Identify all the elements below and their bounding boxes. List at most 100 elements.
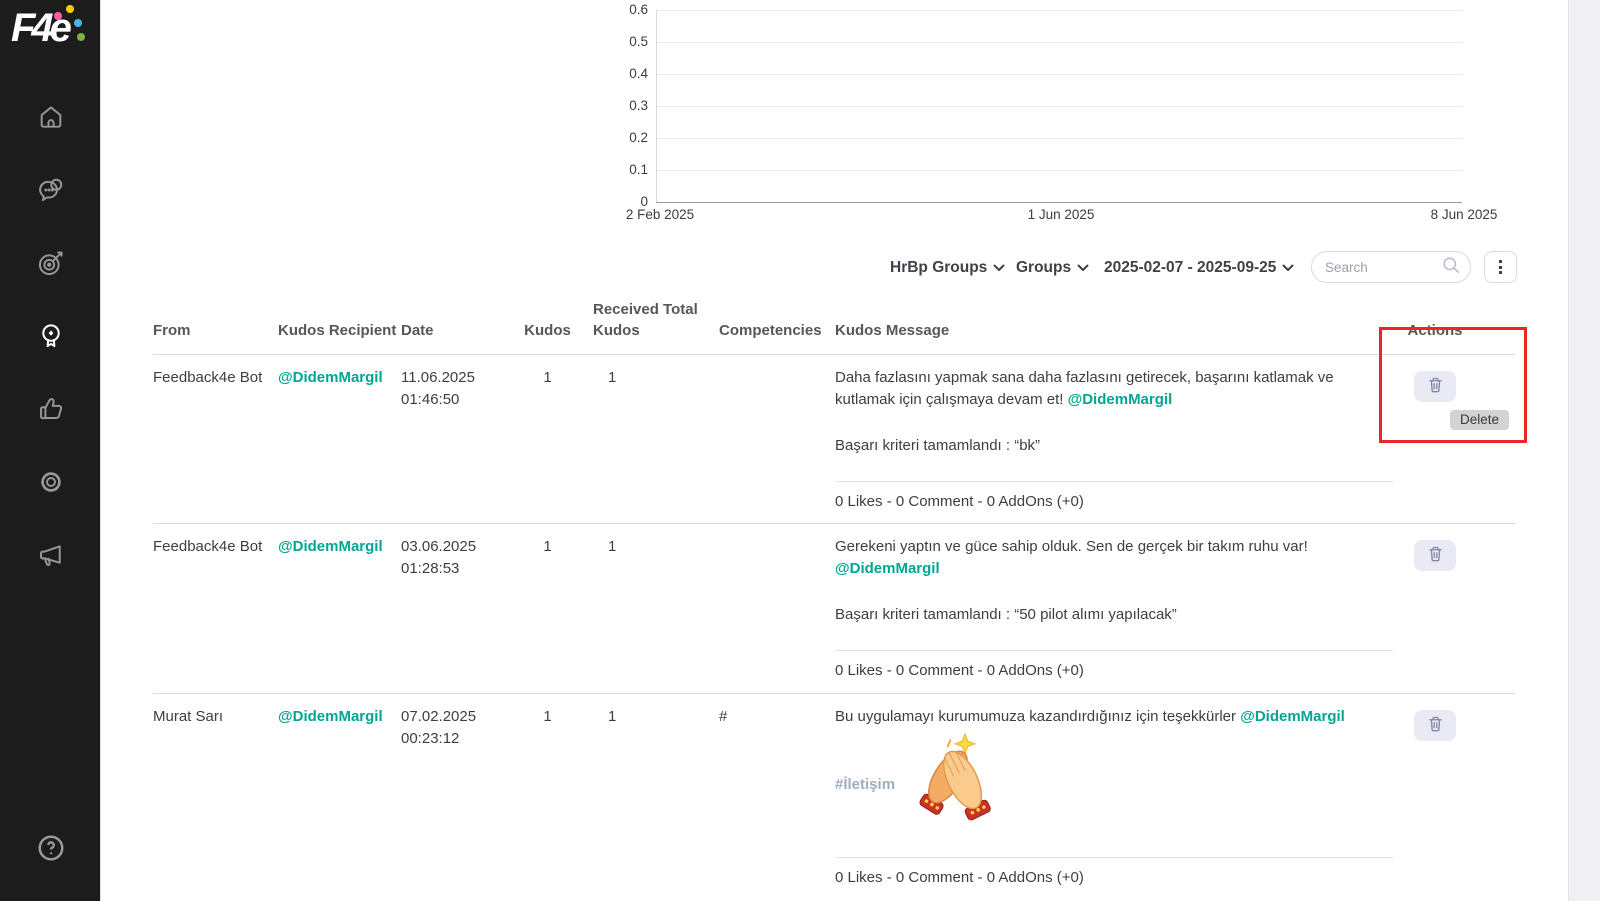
y-tick-label: 0.4 bbox=[629, 66, 648, 81]
y-tick-label: 0.1 bbox=[629, 162, 648, 177]
likes-comments-addons: 0 Likes - 0 Comment - 0 AddOns (+0) bbox=[835, 857, 1393, 889]
sidebar: F4e bbox=[0, 0, 101, 901]
cell-from: Feedback4e Bot bbox=[153, 369, 263, 386]
table-options-menu-button[interactable] bbox=[1484, 251, 1517, 283]
target-icon bbox=[37, 249, 65, 282]
megaphone-icon bbox=[37, 541, 65, 574]
table-header-row: From Kudos Recipient Date Kudos Received… bbox=[153, 299, 1515, 355]
table-row: Feedback4e Bot @DidemMargil 03.06.2025 0… bbox=[153, 524, 1515, 694]
x-tick-label: 1 Jun 2025 bbox=[1027, 207, 1095, 222]
sidebar-item-kudos[interactable] bbox=[35, 323, 67, 353]
kebab-dot bbox=[1499, 265, 1502, 269]
mention-link[interactable]: @DidemMargil bbox=[1240, 708, 1345, 725]
time-value: 00:23:12 bbox=[401, 730, 460, 747]
hrbp-groups-dropdown[interactable]: HrBp Groups bbox=[890, 259, 1005, 277]
gridline bbox=[656, 10, 1462, 11]
date-range-dropdown[interactable]: 2025-02-07 - 2025-09-25 bbox=[1104, 259, 1294, 277]
chevron-down-icon bbox=[1077, 259, 1089, 277]
sidebar-nav bbox=[0, 104, 101, 572]
right-panel-gutter bbox=[1568, 0, 1600, 901]
sidebar-item-goals[interactable] bbox=[35, 250, 67, 280]
table-row: Feedback4e Bot @DidemMargil 11.06.2025 0… bbox=[153, 355, 1515, 524]
cell-actions bbox=[1355, 536, 1515, 693]
cell-kudos-message: Daha fazlasını yapmak sana daha fazlasın… bbox=[832, 367, 1393, 523]
gridline bbox=[656, 74, 1462, 75]
brand-logo: F4e bbox=[0, 0, 101, 70]
success-criteria-text: Başarı kriteri tamamlandı : “50 pilot al… bbox=[835, 606, 1177, 623]
header-received-line1: Received Total bbox=[593, 301, 698, 318]
cell-received-total: 1 bbox=[608, 369, 617, 386]
cell-from: Murat Sarı bbox=[153, 708, 224, 725]
kudos-table: From Kudos Recipient Date Kudos Received… bbox=[153, 299, 1515, 901]
cell-kudos: 1 bbox=[543, 538, 552, 555]
chevron-down-icon bbox=[993, 259, 1005, 277]
logo-dot-blue bbox=[74, 19, 82, 27]
header-actions: Actions bbox=[1407, 322, 1463, 339]
mention-link[interactable]: @DidemMargil bbox=[835, 560, 940, 577]
header-kudos: Kudos bbox=[524, 322, 571, 339]
kudos-message-text: Bu uygulamayı kurumumuza kazandırdığınız… bbox=[835, 706, 1355, 728]
sidebar-item-chat[interactable] bbox=[35, 177, 67, 207]
trash-icon bbox=[1427, 545, 1444, 566]
search-icon bbox=[1442, 256, 1460, 279]
x-axis-line bbox=[656, 202, 1462, 203]
cell-competencies bbox=[716, 367, 832, 523]
header-kudos-recipient: Kudos Recipient bbox=[278, 322, 397, 339]
trash-icon bbox=[1427, 376, 1444, 397]
search-input[interactable] bbox=[1325, 259, 1442, 275]
delete-button[interactable] bbox=[1414, 710, 1456, 741]
logo-dot-pink bbox=[54, 12, 62, 20]
groups-dropdown[interactable]: Groups bbox=[1016, 259, 1089, 277]
y-tick-label: 0 bbox=[640, 194, 648, 209]
y-tick-label: 0.5 bbox=[629, 34, 648, 49]
sidebar-item-home[interactable] bbox=[35, 104, 67, 134]
award-badge-icon bbox=[37, 322, 65, 355]
sidebar-item-announcements[interactable] bbox=[35, 542, 67, 572]
actions-highlight-rectangle bbox=[1379, 327, 1527, 443]
success-criteria-text: Başarı kriteri tamamlandı : “bk” bbox=[835, 437, 1041, 454]
mention-link[interactable]: @DidemMargil bbox=[1067, 391, 1173, 408]
cell-competencies: # bbox=[719, 708, 728, 725]
cell-date: 07.02.2025 00:23:12 bbox=[401, 706, 505, 901]
cell-kudos: 1 bbox=[543, 369, 552, 386]
chevron-down-icon bbox=[1282, 259, 1294, 277]
cell-date: 03.06.2025 01:28:53 bbox=[401, 536, 505, 693]
cell-received-total: 1 bbox=[608, 708, 617, 725]
tag-emoji-row: #İletişim bbox=[835, 732, 1355, 835]
y-tick-label: 0.3 bbox=[629, 98, 648, 113]
chat-bubbles-icon bbox=[37, 176, 65, 209]
search-box[interactable] bbox=[1311, 251, 1471, 283]
sidebar-item-help[interactable] bbox=[0, 833, 101, 868]
cell-competencies bbox=[716, 536, 832, 693]
gridline bbox=[656, 106, 1462, 107]
cell-kudos-message: Bu uygulamayı kurumumuza kazandırdığınız… bbox=[832, 706, 1393, 901]
table-row: Murat Sarı @DidemMargil 07.02.2025 00:23… bbox=[153, 694, 1515, 901]
gridline bbox=[656, 170, 1462, 171]
delete-button[interactable] bbox=[1414, 540, 1456, 571]
header-received-line2: Kudos bbox=[593, 322, 640, 339]
y-tick-label: 0.2 bbox=[629, 130, 648, 145]
competency-hashtag[interactable]: #İletişim bbox=[835, 776, 896, 793]
cell-received-total: 1 bbox=[608, 538, 617, 555]
trash-icon bbox=[1427, 715, 1444, 736]
time-value: 01:28:53 bbox=[401, 560, 460, 577]
date-value: 03.06.2025 bbox=[401, 538, 477, 555]
message-body: Bu uygulamayı kurumumuza kazandırdığınız… bbox=[835, 708, 1237, 725]
logo-dot-yellow bbox=[66, 5, 74, 13]
cell-actions bbox=[1355, 706, 1515, 901]
cell-actions bbox=[1355, 367, 1515, 523]
cell-recipient[interactable]: @DidemMargil bbox=[278, 708, 383, 725]
cell-recipient[interactable]: @DidemMargil bbox=[278, 369, 383, 386]
delete-button[interactable] bbox=[1414, 371, 1456, 402]
gridline bbox=[656, 138, 1462, 139]
thumbs-up-icon bbox=[37, 395, 65, 428]
kebab-dot bbox=[1499, 260, 1502, 263]
message-body: Gerekeni yaptın ve güce sahip olduk. Sen… bbox=[835, 538, 1308, 555]
gear-icon bbox=[37, 468, 65, 501]
cell-recipient[interactable]: @DidemMargil bbox=[278, 538, 383, 555]
likes-comments-addons: 0 Likes - 0 Comment - 0 AddOns (+0) bbox=[835, 481, 1393, 513]
date-value: 11.06.2025 bbox=[401, 369, 475, 386]
help-circle-icon bbox=[36, 833, 66, 868]
sidebar-item-likes[interactable] bbox=[35, 396, 67, 426]
sidebar-item-settings[interactable] bbox=[35, 469, 67, 499]
